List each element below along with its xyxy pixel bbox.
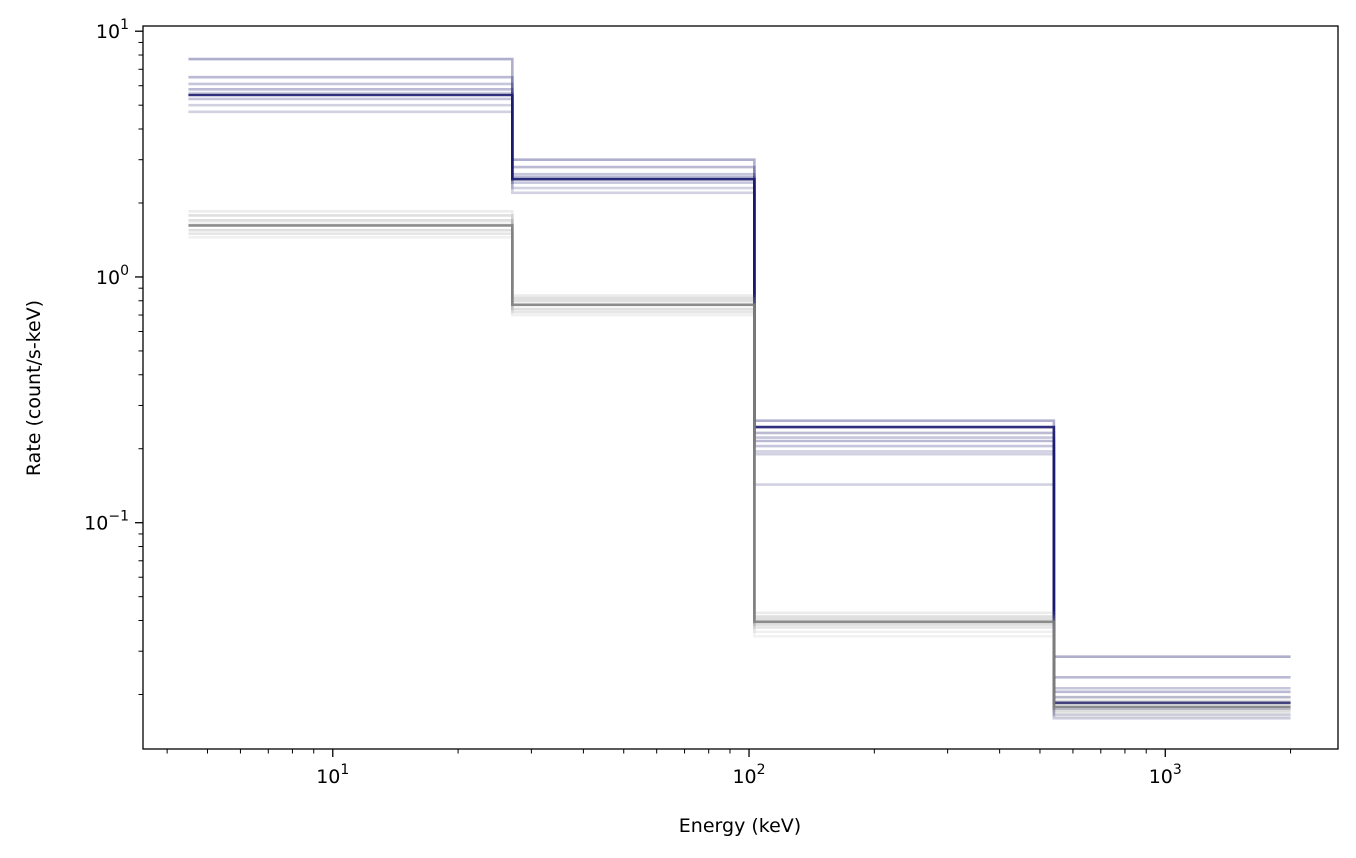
series-line-10 — [188, 214, 1291, 703]
series-line-12 — [188, 228, 1291, 712]
series-layer — [188, 57, 1291, 720]
x-tick-label: 101 — [316, 762, 349, 788]
x-axis-label: Energy (keV) — [679, 815, 801, 837]
plot-frame — [142, 25, 1339, 750]
y-axis-label: Rate (count/s-keV) — [23, 300, 45, 476]
series-line-9 — [188, 224, 1291, 709]
series-line-13 — [188, 232, 1291, 715]
plot-background — [143, 26, 1338, 749]
series-line-16 — [188, 221, 1291, 711]
series-line-11 — [188, 219, 1291, 706]
y-tick-label: 100 — [96, 263, 129, 289]
x-tick-label: 102 — [732, 762, 765, 788]
series-line-15 — [188, 236, 1291, 719]
y-tick-label: 10−1 — [84, 509, 129, 535]
series-line-1 — [188, 57, 1291, 658]
y-tick-label: 101 — [96, 17, 129, 43]
ticks-layer: 101 102 103 10−1 100 101 — [84, 17, 1292, 788]
x-tick-label: 103 — [1149, 762, 1182, 788]
series-line-14 — [188, 210, 1291, 699]
